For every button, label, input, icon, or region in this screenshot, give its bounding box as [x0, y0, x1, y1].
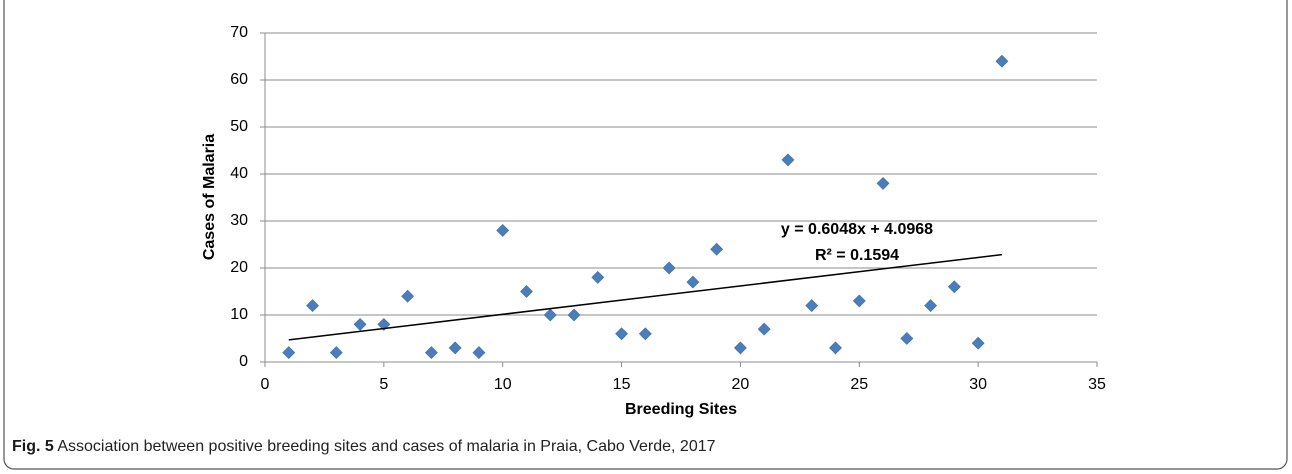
data-point	[805, 299, 819, 313]
y-tick-label: 0	[239, 353, 248, 370]
data-point	[924, 299, 938, 313]
data-point	[995, 54, 1009, 68]
caption: Fig. 5 Association between positive bree…	[12, 438, 716, 456]
x-tick-label: 5	[379, 376, 388, 393]
data-point	[781, 153, 795, 167]
data-point	[757, 322, 771, 336]
x-tick-label: 0	[261, 376, 270, 393]
y-tick-label: 30	[230, 212, 248, 229]
data-point	[710, 242, 724, 256]
data-point	[329, 346, 343, 360]
figure-border	[3, 0, 1288, 470]
y-tick-label: 60	[230, 71, 248, 88]
data-point	[900, 332, 914, 345]
trendline-r-squared: R² = 0.1594	[815, 247, 899, 264]
data-point	[496, 223, 510, 237]
data-point	[448, 341, 462, 355]
y-tick-label: 40	[230, 165, 248, 182]
data-point	[638, 327, 652, 341]
y-axis-title: Cases of Malaria	[201, 134, 218, 260]
x-tick-label: 25	[850, 376, 868, 393]
data-point	[662, 261, 676, 275]
y-tick-label: 70	[230, 24, 248, 41]
caption-text: Association between positive breeding si…	[57, 438, 716, 455]
x-tick-label: 10	[494, 376, 512, 393]
data-point	[353, 317, 367, 331]
data-point	[306, 299, 319, 313]
data-point	[543, 308, 557, 322]
data-point	[377, 317, 391, 331]
data-point	[686, 275, 700, 289]
data-point	[472, 346, 486, 360]
y-tick-label: 20	[230, 259, 248, 276]
data-point	[876, 176, 890, 190]
data-point	[734, 341, 747, 355]
x-tick-label: 20	[732, 376, 750, 393]
y-tick-label: 10	[230, 306, 248, 323]
data-point	[401, 289, 415, 303]
data-point	[852, 294, 866, 308]
x-tick-label: 15	[613, 376, 631, 393]
x-tick-label: 30	[969, 376, 987, 393]
data-point	[615, 327, 628, 341]
trendline-equation: y = 0.6048x + 4.0968	[781, 221, 933, 238]
trendline	[288, 253, 1002, 341]
caption-label: Fig. 5	[12, 438, 54, 455]
data-point	[567, 308, 581, 322]
data-point	[829, 341, 842, 355]
data-point	[947, 280, 961, 294]
x-tick-label: 35	[1088, 376, 1106, 393]
data-point	[971, 336, 985, 350]
x-axis-title: Breeding Sites	[625, 401, 737, 418]
data-point	[424, 346, 438, 360]
data-point	[282, 346, 296, 360]
data-point	[520, 285, 533, 298]
data-point	[591, 270, 605, 284]
y-tick-label: 50	[230, 118, 248, 135]
